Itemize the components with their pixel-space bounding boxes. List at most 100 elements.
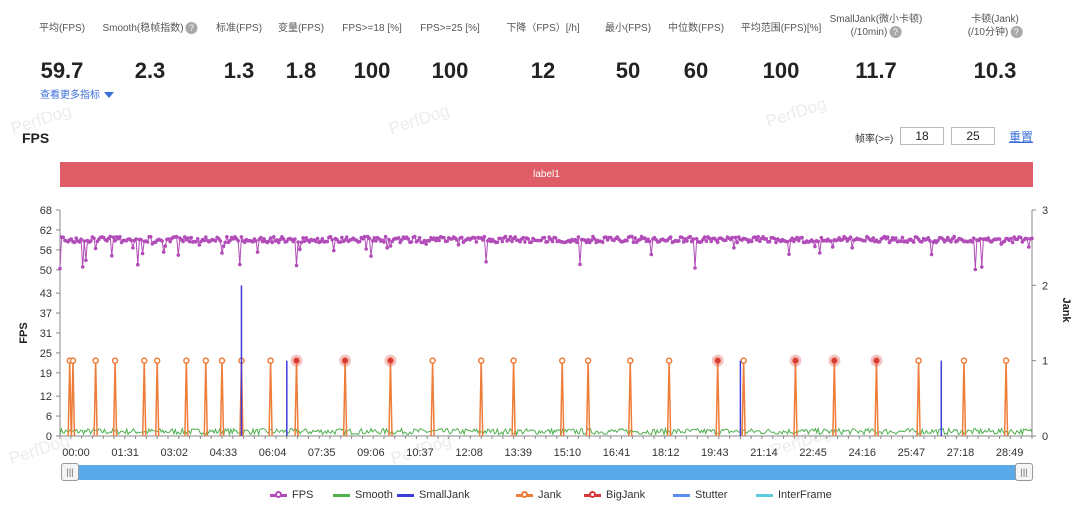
fps-point: [302, 239, 307, 243]
jank-point: [429, 357, 436, 364]
fps-point: [343, 238, 347, 242]
fps-point: [298, 247, 302, 252]
fps-point: [148, 235, 153, 239]
jank-point: [740, 357, 747, 364]
more-metrics-link[interactable]: 查看更多指标: [40, 86, 114, 101]
fps-point: [77, 240, 82, 244]
fps-point: [553, 236, 558, 240]
fps-point: [510, 239, 514, 244]
fps-point: [110, 253, 114, 258]
fps-point: [756, 235, 760, 239]
legend-swatch: [673, 493, 690, 497]
legend-item[interactable]: Jank: [516, 489, 561, 501]
fps-point: [213, 239, 218, 243]
fps-point: [385, 246, 390, 250]
fps-point: [272, 235, 276, 239]
jank-spike: [627, 360, 633, 437]
x-tick-label: 24:16: [848, 447, 876, 459]
help-icon[interactable]: ?: [1010, 26, 1023, 39]
reset-button[interactable]: 重置: [1009, 130, 1034, 144]
fps-point: [195, 237, 200, 241]
fps-point: [108, 234, 112, 239]
fps-point: [1002, 239, 1007, 243]
metric-label: FPS>=18 [%]: [342, 23, 402, 34]
time-range-slider[interactable]: [70, 465, 1024, 480]
legend-item[interactable]: InterFrame: [756, 489, 832, 501]
fps-point: [369, 254, 373, 258]
legend-item[interactable]: FPS: [270, 489, 313, 501]
fps-point: [218, 239, 223, 243]
jank-spike: [793, 360, 798, 437]
help-icon[interactable]: ?: [185, 22, 198, 35]
frame-rate-input-2[interactable]: 25: [951, 127, 995, 145]
fps-point: [69, 237, 74, 241]
fps-point: [374, 239, 378, 243]
fps-point: [416, 238, 420, 243]
fps-point: [843, 236, 848, 240]
fps-point: [688, 234, 692, 239]
fps-point: [202, 238, 206, 243]
metric-label: 标准(FPS): [215, 23, 263, 34]
fps-point: [542, 235, 547, 240]
metric-label: 中位数(FPS): [667, 23, 725, 34]
fps-point: [521, 235, 526, 240]
legend-item[interactable]: SmallJank: [397, 489, 470, 501]
legend-label: BigJank: [606, 489, 646, 501]
y-tick-label-left: 12: [40, 391, 52, 403]
fps-point: [724, 238, 728, 242]
fps-point: [529, 240, 534, 244]
frame-rate-input-1[interactable]: 18: [900, 127, 944, 145]
fps-point: [886, 235, 890, 239]
fps-point: [911, 240, 916, 244]
fps-point: [82, 239, 87, 243]
fps-point: [299, 240, 304, 245]
metric-value: 1.3: [223, 58, 255, 83]
fps-point: [432, 236, 437, 240]
fps-point: [267, 239, 271, 243]
fps-point: [111, 235, 116, 239]
jank-spike: [294, 360, 299, 437]
help-icon[interactable]: ?: [889, 26, 902, 39]
fps-point: [774, 240, 778, 245]
fps-point: [129, 238, 134, 243]
fps-point: [166, 237, 171, 241]
jank-point: [183, 357, 190, 364]
fps-point: [427, 239, 432, 243]
fps-point: [818, 251, 822, 255]
fps-point: [513, 235, 517, 239]
legend-item[interactable]: Stutter: [673, 489, 727, 501]
x-tick-label: 15:10: [554, 447, 582, 459]
jank-spike: [219, 360, 225, 437]
legend-item[interactable]: BigJank: [584, 489, 645, 501]
x-tick-label: 16:41: [603, 447, 631, 459]
metric: Smooth(稳帧指数)? 2.3: [102, 22, 198, 83]
fps-point: [134, 237, 138, 241]
y-tick-label-left: 31: [40, 328, 52, 340]
y-tick-label-left: 56: [40, 245, 52, 257]
fps-point: [796, 238, 801, 243]
x-tick-label: 03:02: [161, 447, 189, 459]
jank-point: [202, 357, 210, 364]
fps-point: [709, 239, 713, 244]
fps-point: [176, 253, 181, 257]
slider-handle-left[interactable]: |||: [61, 463, 79, 481]
legend-item[interactable]: Smooth: [333, 489, 393, 501]
fps-point: [89, 239, 93, 243]
fps-point: [281, 237, 286, 241]
metric: 中位数(FPS) 60: [667, 22, 725, 83]
fps-point: [929, 252, 934, 257]
fps-point: [550, 239, 555, 244]
fps-point: [262, 237, 266, 241]
jank-spike: [585, 360, 591, 437]
fps-point: [495, 240, 500, 245]
fps-point: [268, 236, 273, 240]
metric: 平均范围(FPS)[%] 100: [741, 22, 822, 83]
fps-point: [204, 235, 208, 239]
fps-point: [848, 235, 853, 239]
y-tick-label-left: 0: [46, 431, 52, 443]
slider-handle-right[interactable]: |||: [1015, 463, 1033, 481]
label-band[interactable]: label1: [60, 162, 1033, 187]
fps-point: [58, 266, 62, 271]
fps-point: [800, 235, 804, 240]
